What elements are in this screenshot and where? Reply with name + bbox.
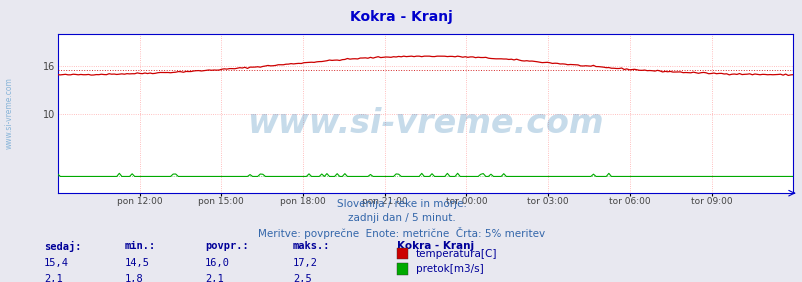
- Text: maks.:: maks.:: [293, 241, 330, 251]
- Text: www.si-vreme.com: www.si-vreme.com: [5, 77, 14, 149]
- Text: 2,1: 2,1: [205, 274, 223, 282]
- Text: Kokra - Kranj: Kokra - Kranj: [397, 241, 474, 251]
- Text: www.si-vreme.com: www.si-vreme.com: [247, 107, 603, 140]
- Text: 1,8: 1,8: [124, 274, 143, 282]
- Text: 15,4: 15,4: [44, 258, 69, 268]
- Text: Slovenija / reke in morje.: Slovenija / reke in morje.: [336, 199, 466, 209]
- Text: Meritve: povprečne  Enote: metrične  Črta: 5% meritev: Meritve: povprečne Enote: metrične Črta:…: [257, 227, 545, 239]
- Text: 2,1: 2,1: [44, 274, 63, 282]
- Text: temperatura[C]: temperatura[C]: [415, 248, 496, 259]
- Text: povpr.:: povpr.:: [205, 241, 248, 251]
- Text: min.:: min.:: [124, 241, 156, 251]
- Text: Kokra - Kranj: Kokra - Kranj: [350, 10, 452, 24]
- Text: 14,5: 14,5: [124, 258, 149, 268]
- Text: zadnji dan / 5 minut.: zadnji dan / 5 minut.: [347, 213, 455, 223]
- Text: pretok[m3/s]: pretok[m3/s]: [415, 264, 483, 274]
- Text: sedaj:: sedaj:: [44, 241, 82, 252]
- Text: 2,5: 2,5: [293, 274, 311, 282]
- Text: 17,2: 17,2: [293, 258, 318, 268]
- Text: 16,0: 16,0: [205, 258, 229, 268]
